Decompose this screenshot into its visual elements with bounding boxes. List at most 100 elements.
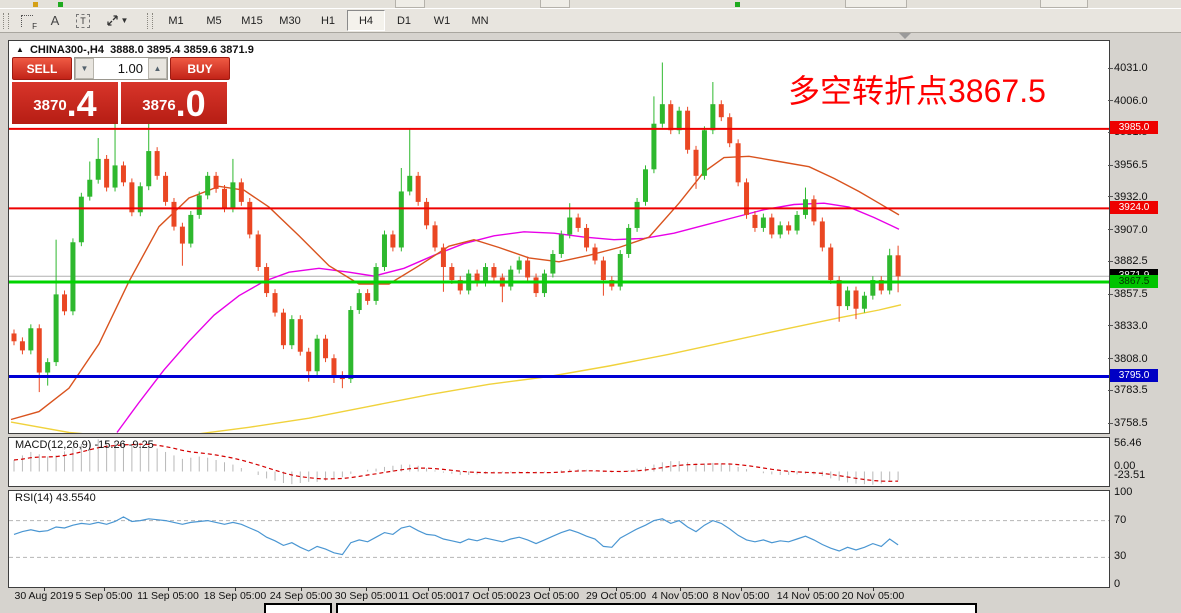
toolbar-grip[interactable] [3,12,9,29]
sell-price-fraction: .4 [66,83,97,124]
date-label: 20 Nov 05:00 [841,590,905,602]
price-tick-label: 4031.0 [1114,62,1148,74]
crosshair-grid-tool-button[interactable]: F [13,10,41,31]
rsi-line [13,516,899,556]
macd-signal-line [13,443,899,482]
price-tick-label: 3882.5 [1114,255,1148,268]
toolbar-grip[interactable] [147,12,153,29]
date-tick [104,587,105,591]
buy-price-main: 3876 [142,97,176,114]
tf-button-MN[interactable]: MN [471,14,489,27]
chart-shift-marker-icon[interactable] [899,33,911,39]
date-label: 8 Nov 05:00 [712,590,770,602]
tf-button-W1[interactable]: W1 [433,14,451,27]
tf-button-H4[interactable]: H4 [347,10,385,31]
arrows-tool-button[interactable]: ▼ [97,10,137,31]
macd-chart[interactable] [9,438,1109,486]
ohlc-values: 3888.0 3895.4 3859.6 3871.9 [110,44,254,56]
chart-toolbar: F A T ▼ M1 M5 M15 M30 H1 H4 D1 W1 MN [0,9,1181,33]
date-label: 5 Sep 05:00 [75,590,133,602]
price-line-label: 3795.0 [1110,368,1158,382]
top-toolbar-partial [0,0,1181,9]
tf-button-M5[interactable]: M5 [206,14,222,27]
volume-decrease-button[interactable]: ▼ [75,58,94,79]
date-tick [549,587,550,591]
date-label: 14 Nov 05:00 [776,590,840,602]
tf-button-M15[interactable]: M15 [241,14,263,27]
rsi-axis-label: 70 [1114,513,1127,526]
date-tick [741,587,742,591]
price-tick [1108,293,1113,295]
macd-values: -15.26 -9.25 [94,439,154,451]
rsi-label: RSI(14) 43.5540 [15,492,96,504]
candlestick-chart[interactable] [9,41,1109,439]
rsi-panel[interactable]: RSI(14) 43.5540 [8,490,1110,588]
bottom-window-fragment [336,603,977,613]
tf-button-M1[interactable]: M1 [168,14,184,27]
price-tick [1108,260,1113,262]
date-tick [680,587,681,591]
one-click-trade-panel: SELL ▼ 1.00 ▲ BUY 3870.4 3876.0 [12,57,230,124]
price-tick-label: 4006.0 [1114,94,1148,107]
date-label: 30 Sep 05:00 [334,590,398,602]
sell-price-main: 3870 [33,97,67,114]
price-tick [1108,389,1113,391]
arrows-icon [106,15,118,26]
price-line-label: 3985.0 [1110,121,1158,135]
volume-input[interactable]: 1.00 [117,61,143,76]
date-tick [428,587,429,591]
macd-panel[interactable]: MACD(12,26,9) -15.26 -9.25 [8,437,1110,487]
price-tick [1108,67,1113,69]
price-line-label: 3867.5 [1110,274,1158,288]
date-label: 30 Aug 2019 [14,590,74,602]
tf-button-D1[interactable]: D1 [396,14,412,27]
price-tick-label: 3932.0 [1114,190,1148,203]
date-label: 4 Nov 05:00 [651,590,709,602]
price-tick-label: 3808.0 [1114,352,1148,365]
price-tick [1108,100,1113,102]
date-tick [808,587,809,591]
date-tick [235,587,236,591]
date-label: 11 Sep 05:00 [137,590,199,602]
price-tick [1108,358,1113,360]
price-tick-label: 3758.5 [1114,417,1148,429]
text-label-tool-button[interactable]: T [69,10,97,31]
date-label: 18 Sep 05:00 [203,590,267,602]
price-tick-label: 3956.5 [1114,159,1148,172]
font-tool-button[interactable]: A [41,10,69,31]
date-tick [488,587,489,591]
toolbar-dot-icon [735,2,740,7]
time-axis[interactable] [8,588,1181,602]
volume-increase-button[interactable]: ▲ [148,58,167,79]
price-tick-label: 3783.5 [1114,384,1148,397]
price-tick-label: 3833.0 [1114,319,1148,332]
price-tick [1108,196,1113,198]
rsi-axis-label: 0 [1114,578,1121,590]
symbol-label: CHINA300-,H4 [29,44,104,56]
toolbar-dot-icon [33,2,38,7]
price-tick [1108,164,1113,166]
date-tick [168,587,169,591]
date-label: 24 Sep 05:00 [269,590,333,602]
buy-price-box[interactable]: 3876.0 [121,82,227,124]
chevron-down-icon: ▼ [120,16,129,25]
grid-icon: F [21,14,37,31]
price-line-label: 3924.0 [1110,200,1158,214]
sell-button[interactable]: SELL [12,57,72,80]
toolbar-dot-icon [58,2,63,7]
buy-button[interactable]: BUY [170,57,230,80]
bottom-window-fragment [264,603,332,613]
price-tick [1108,325,1113,327]
rsi-chart[interactable] [9,491,1109,587]
date-tick [44,587,45,591]
macd-label: MACD(12,26,9) -15.26 -9.25 [15,439,154,451]
tf-button-M30[interactable]: M30 [279,14,301,27]
tf-button-H1[interactable]: H1 [320,14,336,27]
price-tick-label: 3857.5 [1114,288,1148,301]
date-label: 29 Oct 05:00 [585,590,647,602]
buy-price-fraction: .0 [175,83,206,124]
macd-axis-label: -23.51 [1114,469,1146,481]
rsi-axis-label: 100 [1114,486,1133,498]
sell-price-box[interactable]: 3870.4 [12,82,118,124]
price-tick [1108,229,1113,231]
